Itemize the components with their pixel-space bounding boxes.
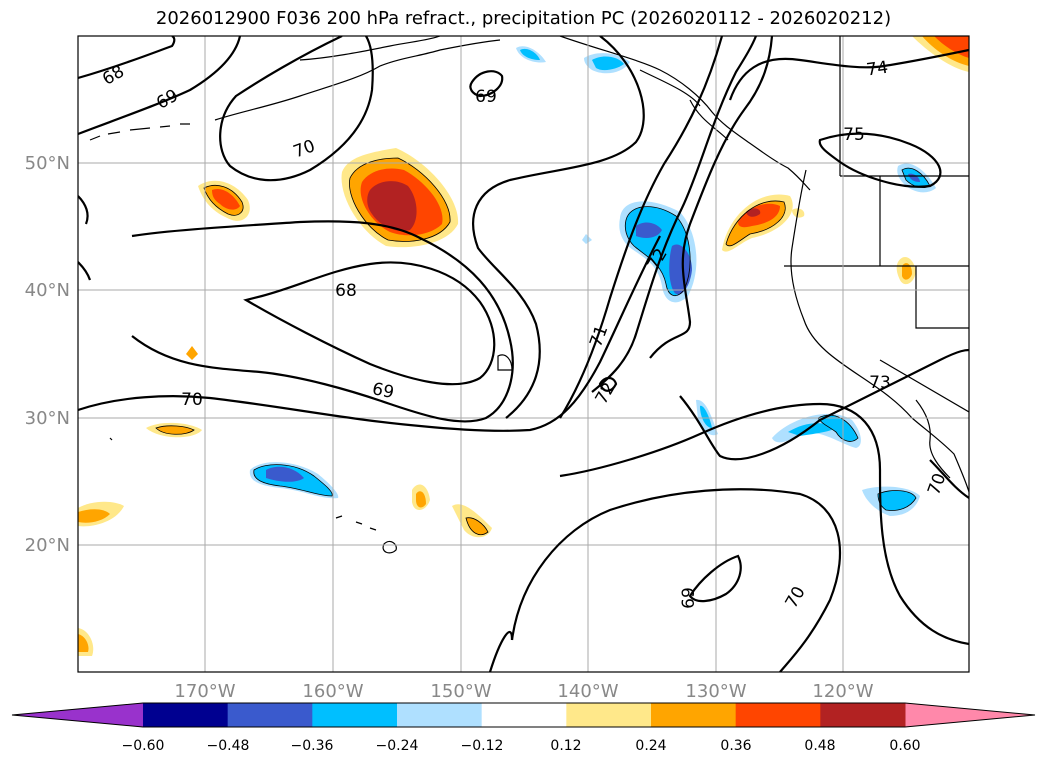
colorbar-bin <box>481 703 567 727</box>
colorbar-bin <box>651 703 737 727</box>
precip-negative-small-areas <box>516 46 718 436</box>
colorbar: −0.60 −0.48 −0.36 −0.24 −0.12 0.12 0.24 … <box>11 702 1036 754</box>
colorbar-tick-label: −0.60 <box>122 738 165 754</box>
precip-positive-area-north-pacific <box>341 148 459 248</box>
contour-73-jet <box>649 36 774 359</box>
contour-71-jet <box>559 36 724 419</box>
contour-label: 70 <box>181 390 203 410</box>
contour-70-north-loop <box>219 36 374 182</box>
contour-label: 69 <box>475 87 497 107</box>
precip-positive-area-170w <box>198 180 250 221</box>
lat-tick-label: 30°N <box>25 408 70 429</box>
precip-positive-area-nevada <box>896 257 916 285</box>
colorbar-tick-label: −0.36 <box>291 738 334 754</box>
precip-shading <box>78 36 969 656</box>
colorbar-under-arrow <box>12 703 143 727</box>
lon-tick-label: 130°W <box>685 681 746 702</box>
axis-labels: 170°W 160°W 150°W 140°W 130°W 120°W 50°N… <box>25 153 874 702</box>
contour-74-north <box>728 48 969 101</box>
contour-74-se <box>929 459 969 499</box>
lon-tick-label: 160°W <box>302 681 363 702</box>
plot-content: 68 69 70 69 68 70 69 71 72 72 74 75 73 7… <box>78 36 969 672</box>
colorbar-bin <box>143 703 229 727</box>
precip-positive-area-oregon <box>722 194 805 252</box>
contour-75-loop <box>818 132 942 188</box>
colorbar-outline <box>11 702 1036 728</box>
precip-negative-area-hawaii-northwest <box>249 462 339 499</box>
precip-positive-small-areas <box>78 346 492 656</box>
contour-72-jet <box>591 36 758 393</box>
contour-70-west-coast <box>559 402 969 646</box>
colorbar-bin <box>566 703 652 727</box>
coastlines-and-borders <box>89 36 969 554</box>
map-frame <box>77 35 970 673</box>
map-background <box>78 36 969 672</box>
contour-label: 74 <box>865 58 889 81</box>
colorbar-bin <box>312 703 398 727</box>
refractivity-contours <box>78 36 969 672</box>
lon-tick-label: 150°W <box>430 681 491 702</box>
colorbar-ticks: −0.60 −0.48 −0.36 −0.24 −0.12 0.12 0.24 … <box>122 738 921 754</box>
contour-label: 69 <box>679 587 699 609</box>
precip-positive-area-northeast-corner <box>912 36 969 72</box>
colorbar-tick-label: 0.24 <box>635 738 666 754</box>
contour-68-pocket <box>243 261 496 386</box>
lon-tick-label: 170°W <box>174 681 235 702</box>
lat-tick-label: 40°N <box>25 280 70 301</box>
contour-70-far-south <box>488 631 514 672</box>
contour-73-south <box>679 348 969 461</box>
contour-label: 68 <box>335 281 357 301</box>
colorbar-bin <box>397 703 483 727</box>
contour-72-inner <box>598 376 618 392</box>
contour-69-north <box>78 36 242 136</box>
colorbar-bin <box>735 703 821 727</box>
contour-69-south-loop <box>688 554 742 603</box>
colorbar-bins <box>143 703 906 727</box>
colorbar-bin <box>227 703 313 727</box>
contour-label: 69 <box>370 379 395 403</box>
colorbar-tick-label: −0.48 <box>207 738 250 754</box>
contour-label: 75 <box>843 125 865 145</box>
precip-negative-area-gulf-of-alaska <box>619 201 697 303</box>
colorbar-tick-label: 0.12 <box>550 738 581 754</box>
colorbar-tick-label: −0.12 <box>461 738 504 754</box>
contour-69-pocket <box>131 220 514 423</box>
contour-label: 73 <box>869 373 891 393</box>
map-title: 2026012900 F036 200 hPa refract., precip… <box>155 8 892 29</box>
lat-tick-label: 50°N <box>25 153 70 174</box>
lat-tick-label: 20°N <box>25 535 70 556</box>
colorbar-tick-label: 0.48 <box>804 738 835 754</box>
contour-68-northwest <box>78 36 176 80</box>
colorbar-tick-label: 0.36 <box>720 738 751 754</box>
contour-labels: 68 69 70 69 68 70 69 71 72 72 74 75 73 7… <box>99 58 950 612</box>
contour-68-west-edge <box>78 195 92 281</box>
precip-negative-area-mexico <box>862 486 920 516</box>
map-area: 68 69 70 69 68 70 69 71 72 72 74 75 73 7… <box>77 35 970 673</box>
colorbar-tick-label: 0.60 <box>889 738 920 754</box>
contour-70-south <box>78 235 661 432</box>
colorbar-tick-label: −0.24 <box>376 738 419 754</box>
contour-70-mid-pacific <box>472 36 645 419</box>
colorbar-bin <box>820 703 906 727</box>
precip-negative-area-southern-california <box>772 413 861 448</box>
lon-tick-label: 120°W <box>812 681 873 702</box>
contour-69-small-loop <box>469 70 504 98</box>
colorbar-over-arrow <box>905 703 1035 727</box>
lon-tick-label: 140°W <box>557 681 618 702</box>
contour-70-south-loop <box>510 488 842 672</box>
graticule-lines <box>78 36 969 672</box>
